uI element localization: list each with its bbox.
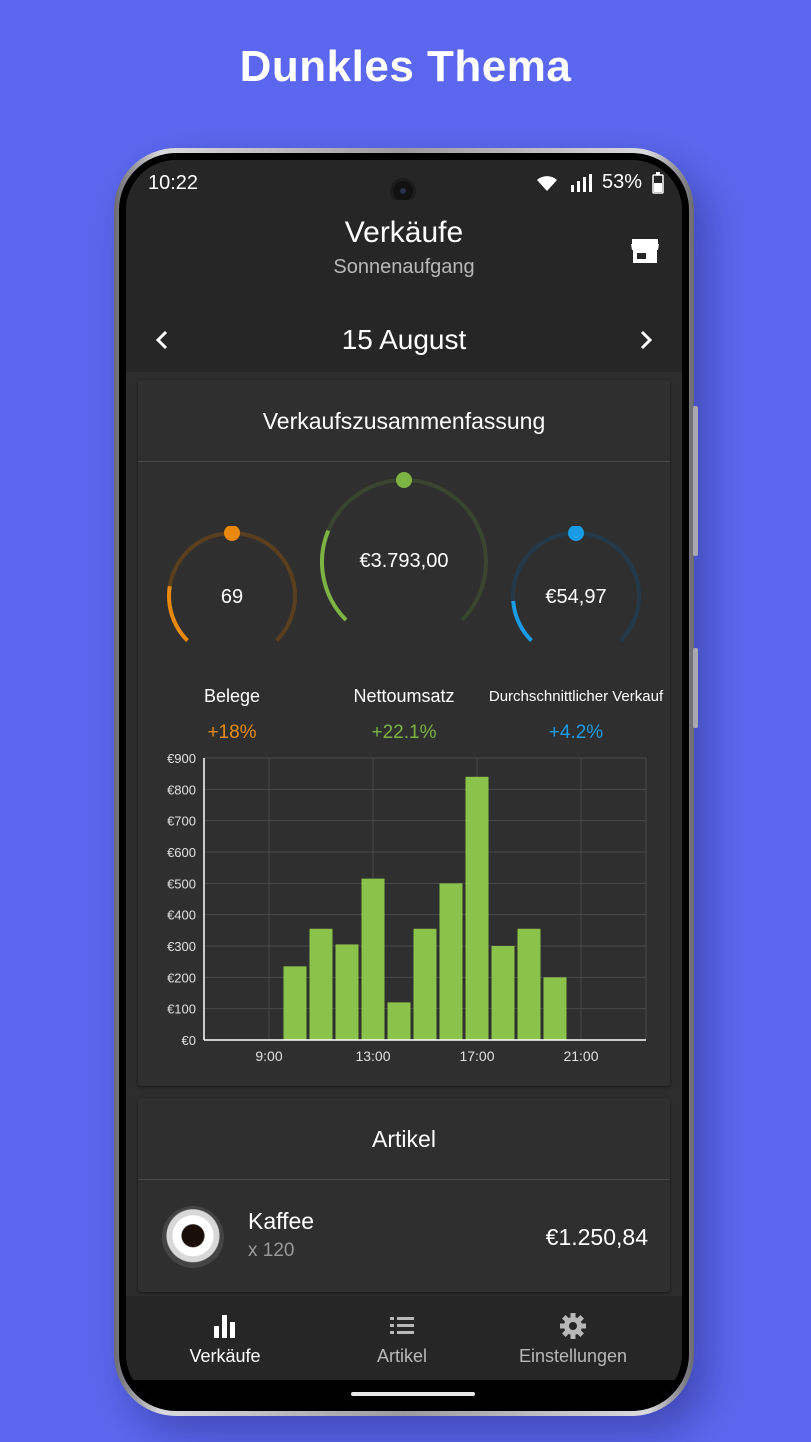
bar: [361, 878, 385, 1040]
receipts-ring: [167, 525, 297, 642]
avg-sale-ring: [511, 525, 641, 642]
x-tick-label: 21:00: [563, 1048, 598, 1064]
bar: [413, 928, 437, 1040]
nav-settings[interactable]: Einstellungen: [480, 1296, 666, 1380]
signal-icon: [570, 173, 592, 192]
avg-sale-label: Durchschnittlicher Verkauf: [488, 688, 664, 705]
chevron-left-icon[interactable]: [148, 326, 176, 354]
nav-articles-label: Artikel: [376, 1346, 427, 1366]
battery-icon: [652, 171, 664, 194]
y-tick-label: €600: [167, 845, 196, 860]
home-indicator[interactable]: [351, 1392, 475, 1396]
nav-sales[interactable]: Verkäufe: [132, 1296, 318, 1380]
item-quantity: x 120: [248, 1240, 295, 1261]
wifi-icon: [536, 175, 557, 191]
promo-headline: Dunkles Thema: [239, 42, 572, 91]
gear-icon: [560, 1313, 586, 1339]
phone-frame: 10:22 53%: [114, 148, 698, 1416]
store-name: Sonnenaufgang: [333, 256, 475, 278]
x-tick-label: 9:00: [255, 1048, 282, 1064]
receipts-delta: +18%: [207, 722, 257, 743]
volume-button: [693, 406, 698, 556]
status-time: 10:22: [148, 172, 199, 194]
y-tick-label: €800: [167, 782, 196, 797]
articles-card: Artikel Kaffee x 120 €1.250,84: [138, 1098, 670, 1292]
gauge-dot: [224, 525, 240, 541]
nav-articles[interactable]: Artikel: [309, 1296, 495, 1380]
bar: [517, 928, 541, 1040]
bar: [491, 946, 515, 1040]
store-icon[interactable]: [630, 236, 660, 266]
item-name: Kaffee: [248, 1208, 315, 1234]
y-tick-label: €500: [167, 876, 196, 891]
bottom-navigation: Verkäufe Artikel: [126, 1296, 682, 1380]
bar: [335, 944, 359, 1040]
bar: [465, 776, 489, 1040]
gauge-fill: [320, 529, 348, 622]
battery-percent: 53%: [601, 171, 642, 193]
y-tick-label: €700: [167, 814, 196, 829]
receipts-value: 69: [220, 586, 244, 608]
x-tick-label: 17:00: [459, 1048, 494, 1064]
net-sales-delta: +22.1%: [371, 722, 437, 743]
gauge-dot: [396, 472, 412, 488]
date-selector: 15 August: [126, 312, 682, 368]
bar-chart-icon: [214, 1315, 235, 1338]
y-tick-label: €900: [167, 751, 196, 766]
summary-title: Verkaufszusammenfassung: [138, 380, 670, 462]
gauge-fill: [167, 585, 189, 642]
sales-summary-card: Verkaufszusammenfassung 69 Belege +18% €…: [138, 380, 670, 1086]
nav-sales-label: Verkäufe: [189, 1346, 261, 1366]
avg-sale-value: €54,97: [545, 586, 607, 608]
bar: [543, 977, 567, 1040]
gauge-receipts: 69 Belege +18%: [162, 525, 302, 743]
status-bar: 10:22 53%: [126, 160, 682, 204]
gauge-avg-sale: €54,97 Durchschnittlicher Verkauf +4.2%: [489, 525, 663, 743]
gauge-net-sales: €3.793,00 Nettoumsatz +22.1%: [314, 472, 494, 743]
bar: [283, 966, 307, 1040]
y-tick-label: €0: [182, 1033, 196, 1048]
list-item[interactable]: Kaffee x 120 €1.250,84: [138, 1182, 670, 1292]
chevron-right-icon[interactable]: [632, 326, 660, 354]
list-icon: [390, 1317, 414, 1334]
page-title: Verkäufe: [344, 216, 464, 249]
selected-date[interactable]: 15 August: [341, 324, 467, 355]
app-screen: 10:22 53%: [126, 160, 682, 1404]
nav-settings-label: Einstellungen: [518, 1346, 628, 1366]
avg-sale-delta: +4.2%: [548, 722, 604, 743]
app-header: Verkäufe Sonnenaufgang 15 August: [126, 200, 682, 372]
y-tick-label: €200: [167, 970, 196, 985]
gauge-fill: [511, 600, 533, 642]
bar: [387, 1002, 411, 1040]
bar: [309, 928, 333, 1040]
hourly-sales-chart: €0 €100 €200 €300 €400 €500 €600 €700 €800 €900 9:…: [167, 751, 647, 1064]
gesture-area: [126, 1380, 682, 1404]
y-tick-label: €400: [167, 908, 196, 923]
y-tick-label: €300: [167, 939, 196, 954]
bar: [439, 883, 463, 1040]
y-tick-label: €100: [167, 1002, 196, 1017]
power-button: [693, 648, 698, 728]
item-price: €1.250,84: [545, 1224, 648, 1250]
net-sales-label: Nettoumsatz: [353, 686, 455, 706]
x-tick-label: 13:00: [355, 1048, 390, 1064]
net-sales-value: €3.793,00: [359, 550, 449, 572]
receipts-label: Belege: [203, 686, 261, 706]
net-sales-ring: [320, 472, 488, 622]
gauge-dot: [568, 525, 584, 541]
coffee-cup-icon: [162, 1206, 224, 1268]
articles-title: Artikel: [138, 1098, 670, 1180]
